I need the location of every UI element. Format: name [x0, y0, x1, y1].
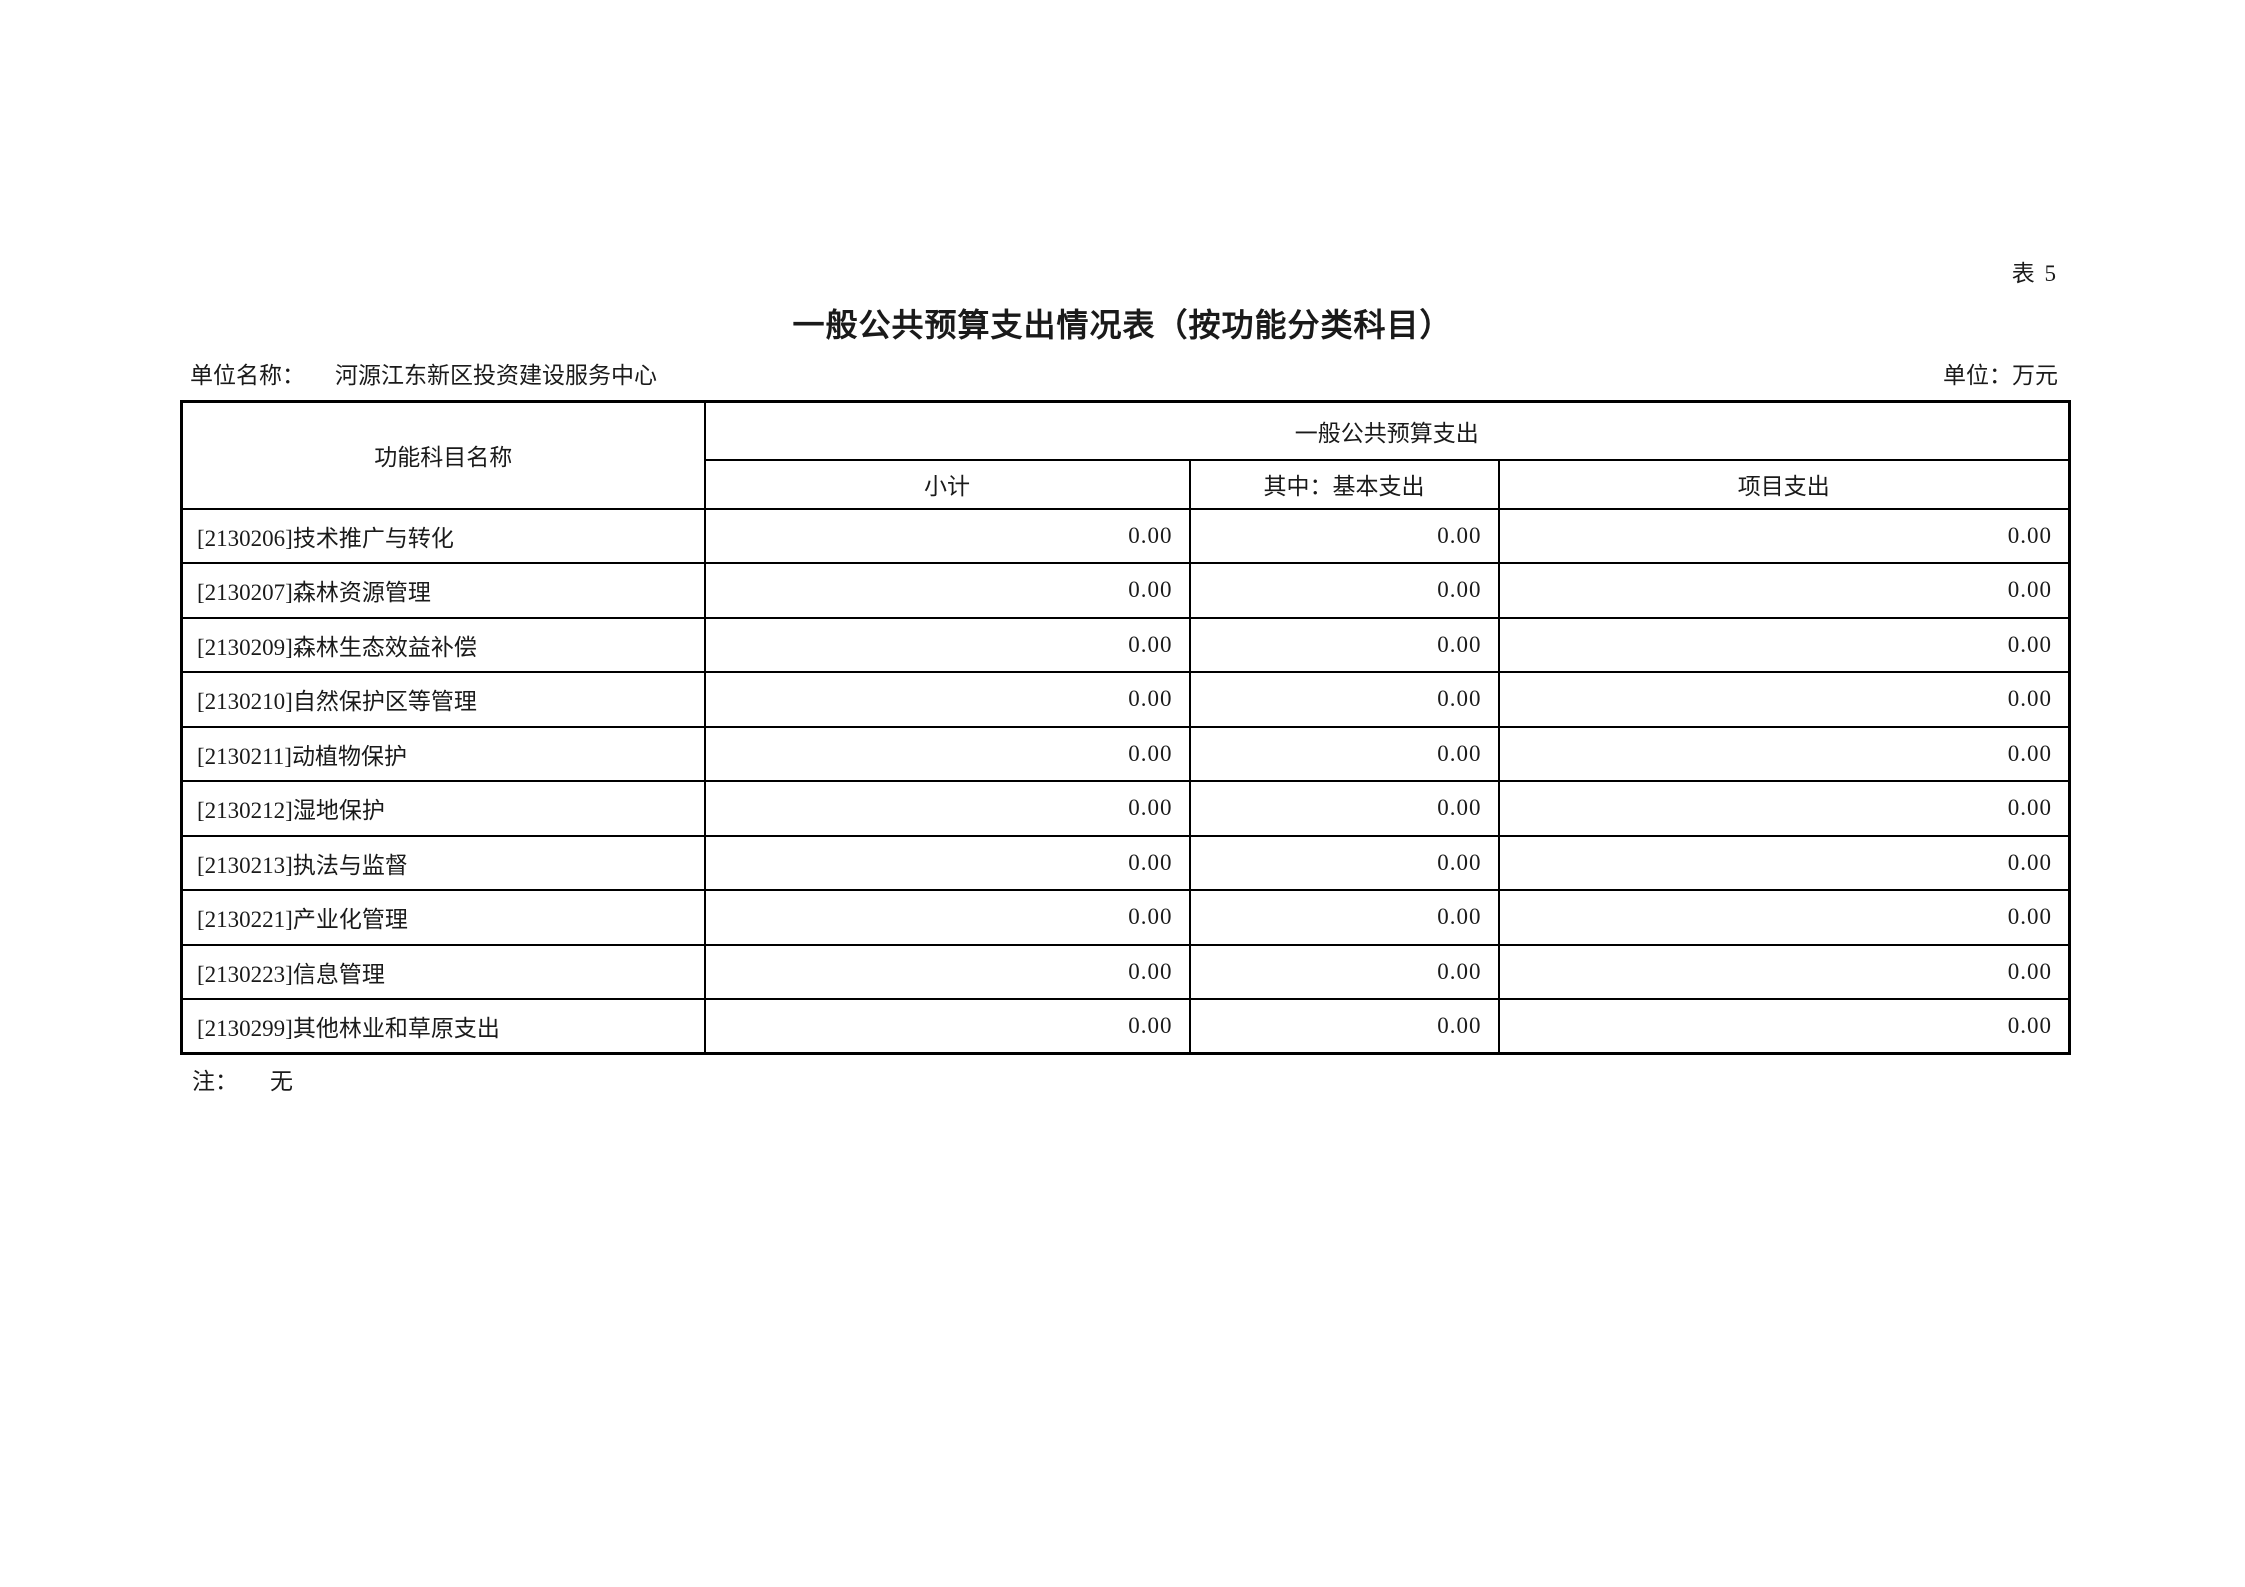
project-expense-cell: 0.00 — [1497, 889, 2071, 946]
column-header-group: 一般公共预算支出 — [703, 400, 2071, 461]
project-expense-cell: 0.00 — [1497, 998, 2071, 1055]
column-header-subject-name: 功能科目名称 — [180, 400, 706, 510]
basic-expense-cell: 0.00 — [1188, 889, 1500, 946]
unit-name-line: 单位名称： 河源江东新区投资建设服务中心 — [190, 356, 657, 390]
subtotal-cell: 0.00 — [703, 725, 1191, 782]
subtotal-cell: 0.00 — [703, 562, 1191, 619]
basic-expense-cell: 0.00 — [1188, 834, 1500, 891]
subject-name-cell: [2130213]执法与监督 — [180, 834, 706, 891]
table-row: [2130207]森林资源管理 0.00 0.00 0.00 — [180, 562, 2071, 619]
currency-unit-label: 单位：万元 — [1943, 363, 2058, 388]
basic-expense-cell: 0.00 — [1188, 725, 1500, 782]
subtotal-cell: 0.00 — [703, 834, 1191, 891]
unit-name-value: 河源江东新区投资建设服务中心 — [335, 363, 657, 388]
subtotal-cell: 0.00 — [703, 943, 1191, 1000]
table-row: [2130206]技术推广与转化 0.00 0.00 0.00 — [180, 507, 2071, 564]
subject-name-cell: [2130209]森林生态效益补偿 — [180, 616, 706, 673]
meta-row: 单位名称： 河源江东新区投资建设服务中心 单位：万元 — [190, 356, 2058, 390]
column-header-basic-expense: 其中：基本支出 — [1188, 458, 1500, 510]
basic-expense-cell: 0.00 — [1188, 780, 1500, 837]
basic-expense-cell: 0.00 — [1188, 562, 1500, 619]
subject-name-cell: [2130206]技术推广与转化 — [180, 507, 706, 564]
table-row: [2130213]执法与监督 0.00 0.00 0.00 — [180, 834, 2071, 891]
basic-expense-cell: 0.00 — [1188, 998, 1500, 1055]
unit-name-label: 单位名称： — [190, 363, 305, 388]
column-header-subtotal: 小计 — [703, 458, 1191, 510]
table-row: [2130209]森林生态效益补偿 0.00 0.00 0.00 — [180, 616, 2071, 673]
subtotal-cell: 0.00 — [703, 671, 1191, 728]
page-title: 一般公共预算支出情况表（按功能分类科目） — [792, 307, 1453, 343]
subject-name-cell: [2130212]湿地保护 — [180, 780, 706, 837]
column-header-project-expense: 项目支出 — [1497, 458, 2071, 510]
subject-name-cell: [2130299]其他林业和草原支出 — [180, 998, 706, 1055]
table-row: [2130210]自然保护区等管理 0.00 0.00 0.00 — [180, 671, 2071, 728]
subject-name-cell: [2130210]自然保护区等管理 — [180, 671, 706, 728]
project-expense-cell: 0.00 — [1497, 725, 2071, 782]
subtotal-cell: 0.00 — [703, 616, 1191, 673]
project-expense-cell: 0.00 — [1497, 616, 2071, 673]
basic-expense-cell: 0.00 — [1188, 616, 1500, 673]
note-label: 注： — [192, 1069, 238, 1094]
subtotal-cell: 0.00 — [703, 780, 1191, 837]
project-expense-cell: 0.00 — [1497, 562, 2071, 619]
header-row-sub: 小计 其中：基本支出 项目支出 — [182, 458, 2071, 510]
project-expense-cell: 0.00 — [1497, 943, 2071, 1000]
table-body: [2130206]技术推广与转化 0.00 0.00 0.00 [2130207]森林资… — [180, 507, 2071, 1055]
table-row: [2130299]其他林业和草原支出 0.00 0.00 0.00 — [180, 998, 2071, 1055]
subtotal-cell: 0.00 — [703, 998, 1191, 1055]
note-line: 注： 无 — [192, 1062, 293, 1096]
subject-name-cell: [2130211]动植物保护 — [180, 725, 706, 782]
header-row-group: 功能科目名称 一般公共预算支出 — [180, 400, 2071, 510]
subtotal-cell: 0.00 — [703, 889, 1191, 946]
table-row: [2130221]产业化管理 0.00 0.00 0.00 — [180, 889, 2071, 946]
project-expense-cell: 0.00 — [1497, 780, 2071, 837]
subject-name-cell: [2130221]产业化管理 — [180, 889, 706, 946]
project-expense-cell: 0.00 — [1497, 834, 2071, 891]
table-row: [2130223]信息管理 0.00 0.00 0.00 — [180, 943, 2071, 1000]
basic-expense-cell: 0.00 — [1188, 671, 1500, 728]
table-number: 表 5 — [2011, 261, 2058, 286]
note-value: 无 — [270, 1069, 293, 1094]
subject-name-cell: [2130207]森林资源管理 — [180, 562, 706, 619]
subject-name-cell: [2130223]信息管理 — [180, 943, 706, 1000]
budget-expenditure-table: 功能科目名称 一般公共预算支出 小计 其中：基本支出 项目支出 [2130206… — [180, 400, 2072, 1055]
subtotal-cell: 0.00 — [703, 507, 1191, 564]
basic-expense-cell: 0.00 — [1188, 943, 1500, 1000]
project-expense-cell: 0.00 — [1497, 671, 2071, 728]
table-row: [2130212]湿地保护 0.00 0.00 0.00 — [180, 780, 2071, 837]
project-expense-cell: 0.00 — [1497, 507, 2071, 564]
basic-expense-cell: 0.00 — [1188, 507, 1500, 564]
table-row: [2130211]动植物保护 0.00 0.00 0.00 — [180, 725, 2071, 782]
